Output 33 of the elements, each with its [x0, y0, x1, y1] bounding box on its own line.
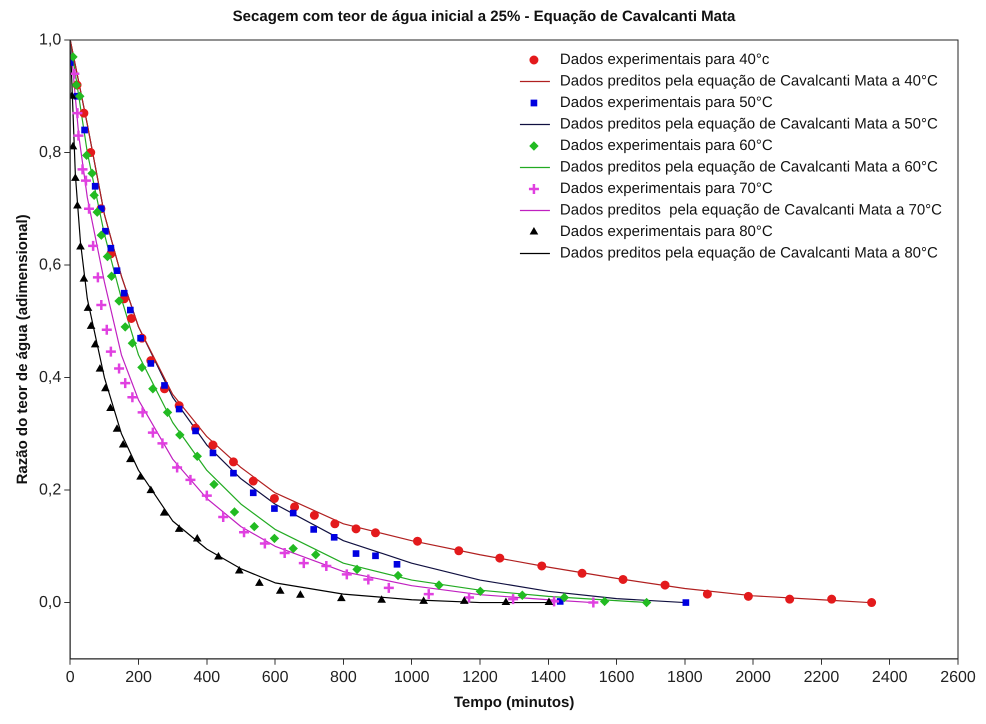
legend-label: Dados preditos pela equação de Cavalcanti Mata a 40°C	[560, 72, 938, 90]
x-tick-label: 2000	[735, 668, 772, 686]
x-tick-label: 600	[262, 668, 289, 686]
x-tick-label: 400	[193, 668, 220, 686]
x-tick-label: 1000	[394, 668, 430, 686]
chart-title: Secagem com teor de água inicial a 25% - Equação de Cavalcanti Mata	[232, 8, 736, 26]
y-tick-label: 0,8	[38, 144, 62, 161]
x-axis-title: Tempo (minutos)	[454, 694, 574, 712]
x-tick-label: 200	[125, 668, 152, 686]
legend-label: Dados preditos pela equação de Cavalcanti Mata a 80°C	[560, 244, 938, 262]
y-tick-label: 0,2	[38, 481, 62, 498]
legend-label: Dados preditos pela equação de Cavalcanti Mata a 50°C	[560, 116, 938, 133]
x-tick-label: 1400	[530, 668, 566, 686]
legend-label: Dados experimentais para 70°C	[560, 180, 773, 198]
legend-label: Dados experimentais para 50°C	[560, 94, 773, 112]
legend-label: Dados preditos pela equação de Cavalcanti Mata a 70°C	[560, 202, 942, 219]
x-tick-label: 1200	[462, 668, 498, 686]
y-tick-label: 0,0	[38, 594, 62, 611]
x-tick-label: 800	[330, 668, 357, 686]
y-tick-label: 1,0	[38, 31, 62, 48]
y-tick-label: 0,6	[38, 256, 62, 274]
x-tick-label: 1800	[667, 668, 703, 686]
y-tick-label: 0,4	[38, 368, 62, 386]
x-tick-label: 2600	[940, 668, 976, 686]
legend-label: Dados experimentais para 80°C	[560, 223, 773, 240]
x-tick-label: 0	[66, 668, 75, 686]
x-tick-label: 2200	[804, 668, 840, 686]
legend-label: Dados experimentais para 60°C	[560, 137, 773, 154]
x-tick-label: 1600	[598, 668, 634, 686]
legend-label: Dados preditos pela equação de Cavalcanti Mata a 60°C	[560, 158, 938, 176]
legend-label: Dados experimentais para 40°c	[560, 51, 770, 68]
x-tick-label: 2400	[872, 668, 908, 686]
y-axis-title: Razão do teor de água (adimensional)	[14, 214, 32, 484]
